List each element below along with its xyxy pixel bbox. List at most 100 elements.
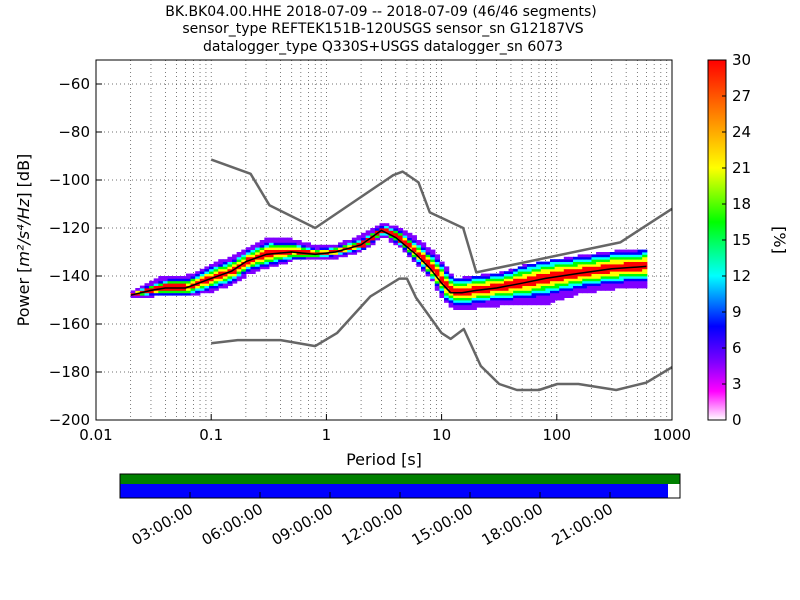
density-cell (430, 266, 436, 270)
density-cell (467, 304, 473, 308)
density-cell (268, 237, 275, 241)
density-cell (453, 304, 459, 308)
density-cell (591, 264, 597, 267)
density-cell (503, 271, 510, 274)
density-cell (568, 259, 574, 262)
density-cell (637, 276, 643, 279)
density-cell (453, 302, 459, 306)
density-cell (582, 261, 588, 265)
density-cell (476, 285, 482, 289)
density-cell (420, 249, 427, 253)
density-cell (273, 237, 279, 241)
coverage-time-label: 18:00:00 (479, 500, 546, 549)
density-cell (637, 283, 643, 286)
density-cell (494, 292, 500, 296)
density-cell (573, 259, 579, 262)
density-cell (457, 304, 464, 308)
density-cell (605, 268, 611, 272)
density-cell (531, 280, 537, 284)
density-cell (204, 276, 210, 279)
density-cell (559, 266, 565, 270)
density-cell (227, 261, 233, 265)
density-cell (232, 261, 238, 265)
density-cell (605, 283, 611, 286)
density-cell (586, 285, 593, 289)
density-cell (596, 271, 602, 274)
density-cell (453, 288, 459, 291)
density-cell (301, 249, 307, 253)
density-cell (185, 288, 192, 291)
density-cell (278, 240, 284, 243)
density-cell (310, 244, 316, 248)
density-cell (582, 268, 588, 272)
density-cell (232, 271, 238, 274)
density-cell (554, 266, 560, 270)
density-cell (222, 278, 229, 282)
density-cell (338, 242, 344, 246)
density-cell (416, 264, 422, 267)
density-cell (540, 300, 546, 303)
density-cell (582, 254, 588, 258)
density-cell (628, 285, 634, 289)
density-cell (222, 261, 229, 265)
density-cell (471, 297, 477, 301)
density-cell (425, 252, 431, 255)
density-cell (522, 264, 528, 267)
density-cell (642, 285, 648, 289)
density-cell (522, 297, 528, 301)
density-cell (563, 256, 570, 260)
density-cell (545, 266, 551, 270)
coverage-time-label: 21:00:00 (549, 500, 616, 549)
density-cell (614, 249, 620, 253)
density-cell (264, 261, 270, 265)
density-cell (628, 278, 634, 282)
density-cell (591, 268, 597, 272)
density-cell (540, 290, 546, 294)
colorbar-tick-label: 27 (732, 87, 751, 105)
density-cell (301, 244, 307, 248)
density-cell (273, 264, 279, 267)
density-cell (259, 242, 265, 246)
density-cell (411, 242, 417, 246)
density-cell (149, 288, 155, 291)
density-cell (623, 264, 629, 267)
density-cell (439, 266, 445, 270)
density-cell (577, 259, 583, 262)
coverage-psd-bar (120, 484, 668, 498)
density-cell (218, 271, 224, 274)
density-cell (591, 285, 597, 289)
density-cell (204, 283, 210, 286)
density-cell (476, 276, 482, 279)
density-cell (218, 276, 224, 279)
density-cell (356, 240, 362, 243)
density-cell (167, 278, 173, 282)
density-cell (144, 288, 150, 291)
density-cell (338, 244, 344, 248)
density-cell (139, 288, 146, 291)
density-cell (609, 256, 616, 260)
density-cell (637, 266, 643, 270)
density-cell (149, 280, 155, 284)
density-cell (550, 264, 556, 267)
density-cell (347, 240, 353, 243)
density-cell (517, 285, 523, 289)
density-cell (513, 268, 519, 272)
density-cell (568, 278, 574, 282)
density-cell (573, 273, 579, 277)
density-cell (250, 247, 256, 250)
density-cell (209, 285, 215, 289)
density-cell (278, 256, 284, 260)
density-cell (471, 295, 477, 298)
density-cell (494, 302, 500, 306)
density-cell (522, 276, 528, 279)
coverage-time-label: 06:00:00 (199, 500, 266, 549)
density-cell (255, 254, 261, 258)
density-cell (420, 266, 427, 270)
density-cell (563, 288, 570, 291)
colorbar-tick-label: 12 (732, 267, 751, 285)
density-cell (176, 285, 182, 289)
density-cell (559, 297, 565, 301)
density-cell (236, 268, 242, 272)
density-cell (462, 300, 468, 303)
density-cell (374, 232, 381, 236)
